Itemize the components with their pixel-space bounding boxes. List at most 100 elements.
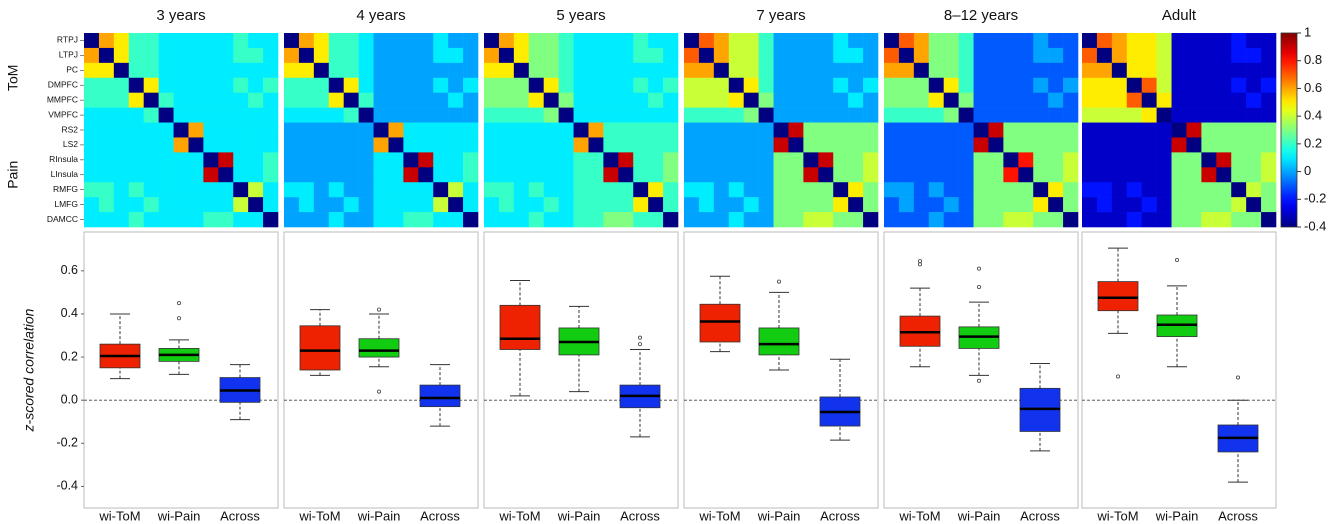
heatmap-cell	[188, 62, 204, 79]
heatmap-cell	[1171, 152, 1187, 168]
heatmap-cell	[943, 152, 959, 168]
heatmap-cell	[618, 77, 634, 93]
heatmap-cell	[543, 107, 559, 123]
heatmap-cell	[1231, 33, 1247, 49]
heatmap-cell	[1096, 47, 1113, 64]
heatmap-cell	[913, 47, 930, 64]
heatmap-cell	[743, 152, 759, 168]
heatmap-cell	[1048, 77, 1064, 93]
heatmap-cell	[203, 92, 219, 108]
heatmap-cell	[418, 137, 434, 153]
heatmap-cell	[863, 167, 879, 183]
heatmap-cell	[1063, 92, 1079, 108]
row-label: PC	[66, 65, 78, 75]
heatmap-cell	[173, 212, 189, 228]
heatmap-cell	[528, 182, 544, 198]
heatmap-cell	[84, 167, 100, 183]
heatmap-cell	[98, 33, 115, 49]
heatmap-cell	[158, 182, 174, 198]
heatmap-cell	[988, 47, 1004, 64]
heatmap-cell	[484, 92, 500, 108]
heatmap-cell	[1171, 47, 1187, 64]
heatmap-cell	[1231, 77, 1247, 93]
heatmap-cell	[558, 182, 574, 198]
heatmap-cell	[1126, 212, 1142, 228]
heatmap-cell	[448, 122, 464, 138]
heatmap-cell	[1156, 167, 1172, 183]
heatmap-cell	[928, 122, 944, 138]
heatmap-cell	[1082, 212, 1098, 228]
heatmap-cell	[484, 47, 500, 64]
heatmap-cell	[433, 167, 449, 183]
heatmap-cell	[263, 62, 279, 79]
heatmap-cell	[218, 197, 234, 213]
x-tick-label: Across	[220, 508, 260, 523]
heatmap-cell	[498, 47, 515, 64]
heatmap-cell	[1111, 33, 1128, 49]
heatmap-cell	[588, 152, 604, 168]
heatmap-cell	[358, 47, 374, 64]
heatmap-cell	[698, 212, 715, 228]
heatmap-cell	[603, 122, 619, 138]
heatmap-cell	[263, 107, 279, 123]
outlier	[977, 284, 982, 289]
heatmap-cell	[943, 62, 959, 79]
heatmap-cell	[158, 107, 174, 123]
heatmap-cell	[758, 167, 774, 183]
heatmap-cell	[1141, 62, 1157, 79]
heatmap-cell	[498, 182, 515, 198]
heatmap-cell	[463, 92, 479, 108]
heatmap-cell	[128, 212, 144, 228]
heatmap-cell	[448, 212, 464, 228]
heatmap-cell	[543, 62, 559, 79]
heatmap-cell	[98, 122, 115, 138]
heatmap-cell	[648, 137, 664, 153]
colorbar-tick-label: 0	[1304, 163, 1311, 178]
heatmap-cell	[943, 77, 959, 93]
heatmap-cell	[1216, 182, 1232, 198]
heatmap-cell	[743, 33, 759, 49]
heatmap-cell	[773, 62, 789, 79]
heatmap-cell	[943, 137, 959, 153]
heatmap-cell	[558, 62, 574, 79]
heatmap-cell	[328, 92, 344, 108]
heatmap-cell	[898, 137, 915, 153]
heatmap-cell	[713, 92, 730, 108]
heatmap-cell	[1018, 107, 1034, 123]
heatmap-cell	[663, 167, 679, 183]
heatmap-cell	[773, 137, 789, 153]
heatmap-cell	[403, 137, 419, 153]
heatmap-cell	[863, 212, 879, 228]
heatmap-cell	[728, 122, 744, 138]
box	[499, 304, 541, 350]
heatmap-cell	[373, 197, 389, 213]
outlier	[1175, 258, 1180, 263]
heatmap-cell	[358, 33, 374, 49]
heatmap-cell	[513, 33, 530, 49]
heatmap-cell	[1033, 182, 1049, 198]
heatmap-cell	[1048, 122, 1064, 138]
heatmap-cell	[1003, 33, 1019, 49]
heatmap-cell	[1246, 62, 1262, 79]
heatmap-cell	[743, 182, 759, 198]
heatmap-cell	[1261, 77, 1277, 93]
heatmap-cell	[433, 152, 449, 168]
heatmap-cell	[958, 167, 974, 183]
heatmap-cell	[913, 137, 930, 153]
heatmap-cell	[158, 92, 174, 108]
heatmap-cell	[863, 137, 879, 153]
heatmap-cell	[143, 47, 159, 64]
heatmap-cell	[448, 77, 464, 93]
heatmap-cell	[773, 212, 789, 228]
heatmap-cell	[158, 167, 174, 183]
heatmap-cell	[663, 182, 679, 198]
heatmap-cell	[513, 47, 530, 64]
heatmap-cell	[484, 197, 500, 213]
heatmap-cell	[618, 167, 634, 183]
heatmap-cell	[233, 92, 249, 108]
heatmap-cell	[928, 167, 944, 183]
heatmap-cell	[958, 137, 974, 153]
heatmap-cell	[113, 77, 130, 93]
row-label: LMFG	[54, 199, 78, 209]
heatmap-cell	[988, 107, 1004, 123]
